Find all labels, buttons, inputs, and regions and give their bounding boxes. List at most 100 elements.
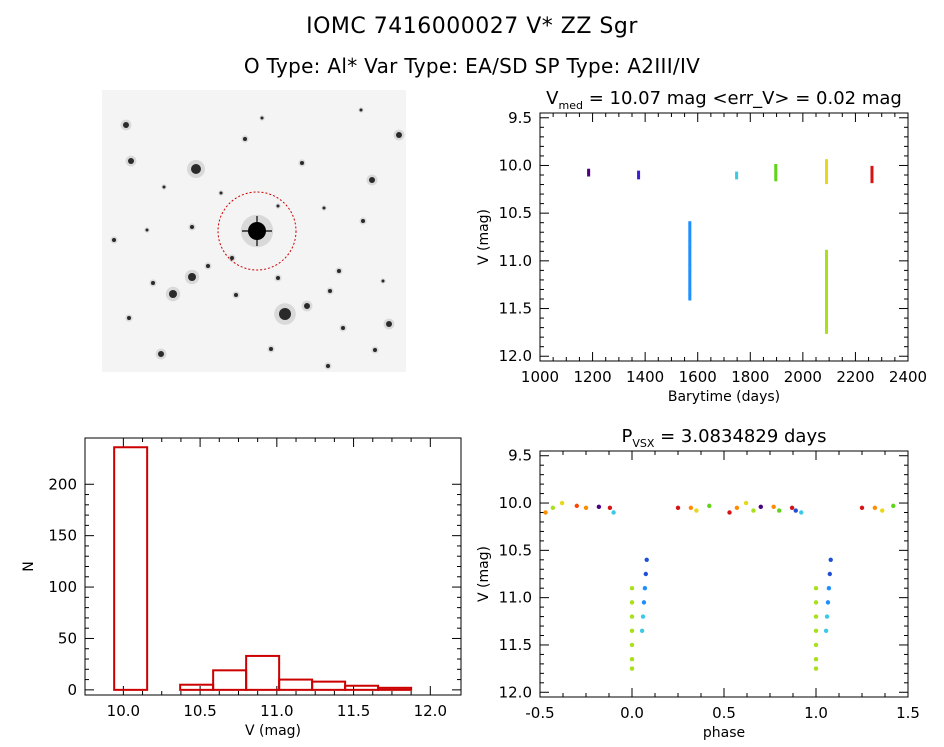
data-point <box>825 295 829 299</box>
star <box>300 161 304 165</box>
data-point <box>825 316 829 320</box>
data-point <box>825 264 829 268</box>
data-point <box>825 249 829 253</box>
finder-chart-image <box>102 90 406 372</box>
data-point <box>825 314 829 318</box>
data-point <box>688 233 692 237</box>
data-point <box>825 164 829 168</box>
star <box>260 116 264 120</box>
data-point <box>825 323 829 327</box>
data-point <box>825 161 829 165</box>
data-point <box>607 505 613 510</box>
histogram-bar <box>212 669 248 691</box>
data-point <box>641 600 647 605</box>
data-point <box>629 628 635 633</box>
data-point <box>825 256 829 260</box>
data-point <box>825 330 829 334</box>
data-point <box>688 252 692 256</box>
data-point <box>688 264 692 268</box>
x-tick-label: 1400 <box>626 368 664 386</box>
data-point <box>629 642 635 648</box>
star <box>276 204 280 208</box>
y-tick-label: 150 <box>48 527 77 545</box>
data-point <box>825 307 829 311</box>
data-point <box>825 328 829 332</box>
x-tick-label: 0.0 <box>620 704 644 722</box>
data-point <box>891 503 896 509</box>
data-point <box>688 242 692 246</box>
data-point <box>826 585 832 591</box>
data-point <box>688 221 692 225</box>
data-point <box>688 235 692 239</box>
data-point <box>727 510 732 515</box>
data-point <box>688 295 692 299</box>
star <box>396 132 402 138</box>
star <box>381 279 385 283</box>
data-point <box>813 614 819 619</box>
data-point <box>688 254 692 258</box>
data-point <box>813 600 819 605</box>
data-point <box>825 321 829 325</box>
data-point <box>870 175 874 179</box>
histogram-bar <box>344 684 380 691</box>
data-point <box>629 600 635 605</box>
star <box>369 177 375 183</box>
data-point <box>688 278 692 282</box>
y-tick-label: 0 <box>67 681 77 699</box>
x-tick-label: 2200 <box>836 368 874 386</box>
data-point <box>688 249 692 253</box>
data-point <box>688 280 692 284</box>
data-point <box>587 171 591 175</box>
y-tick-label: 10.5 <box>499 204 532 222</box>
data-point <box>688 261 692 265</box>
data-point <box>825 290 829 294</box>
data-point <box>643 571 648 577</box>
data-point <box>688 228 692 232</box>
data-point <box>550 505 556 510</box>
x-tick-label: 1000 <box>521 368 559 386</box>
data-point <box>825 285 829 289</box>
data-point <box>825 268 829 272</box>
data-point <box>774 168 778 172</box>
data-point <box>559 500 565 506</box>
target-circle <box>217 191 297 271</box>
star <box>190 225 194 229</box>
data-point <box>707 503 712 509</box>
star <box>151 281 155 285</box>
phased-title: PVSX = 3.0834829 days <box>622 426 827 450</box>
y-tick-label: 9.5 <box>508 109 532 127</box>
data-point <box>743 500 749 506</box>
data-point <box>793 508 798 513</box>
histogram-bar <box>377 686 413 691</box>
data-point <box>825 302 829 306</box>
data-point <box>870 180 874 184</box>
histogram-bar <box>311 680 347 691</box>
star <box>162 185 166 189</box>
star <box>386 321 392 327</box>
data-point <box>825 271 829 275</box>
star <box>269 347 273 351</box>
data-point <box>688 271 692 275</box>
star <box>322 206 326 210</box>
lightcurve-title: Vmed = 10.07 mag <err_V> = 0.02 mag <box>546 88 902 112</box>
data-point <box>825 304 829 308</box>
star <box>279 308 291 320</box>
data-point <box>587 173 591 177</box>
star <box>230 256 234 260</box>
x-tick-label: 2000 <box>784 368 822 386</box>
data-point <box>825 181 829 185</box>
x-tick-label: 10.5 <box>183 702 216 720</box>
star <box>359 108 363 112</box>
histogram-axes: 10.0 10.5 11.0 11.5 12.0 0 50 100 150 200 V (mag) N <box>21 437 462 739</box>
y-tick-label: 50 <box>58 629 77 647</box>
data-point <box>596 504 602 510</box>
data-point <box>825 283 829 287</box>
data-point <box>688 256 692 260</box>
star <box>328 289 332 293</box>
data-point <box>825 311 829 315</box>
histogram-bar <box>245 654 281 691</box>
lightcurve-ylabel: V (mag) <box>476 209 492 265</box>
lightcurve-xlabel: Barytime (days) <box>668 389 780 405</box>
data-point <box>774 166 778 170</box>
x-tick-label: -0.5 <box>525 704 554 722</box>
